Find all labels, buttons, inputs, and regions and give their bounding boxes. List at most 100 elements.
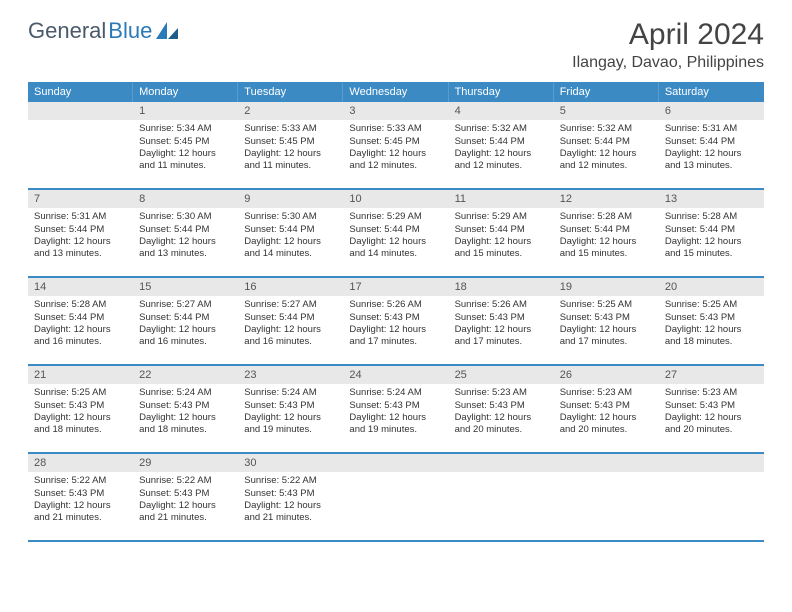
sunrise-text: Sunrise: 5:27 AM bbox=[244, 299, 337, 311]
day-body: Sunrise: 5:31 AMSunset: 5:44 PMDaylight:… bbox=[28, 208, 133, 264]
weekday-header: Wednesday bbox=[343, 82, 448, 102]
day-number: 13 bbox=[659, 190, 764, 208]
day-body: Sunrise: 5:29 AMSunset: 5:44 PMDaylight:… bbox=[449, 208, 554, 264]
sail-icon bbox=[156, 22, 178, 40]
day-number bbox=[449, 454, 554, 472]
sunrise-text: Sunrise: 5:29 AM bbox=[349, 211, 442, 223]
sunset-text: Sunset: 5:44 PM bbox=[34, 224, 127, 236]
daylight-text-1: Daylight: 12 hours bbox=[560, 236, 653, 248]
day-cell: 26Sunrise: 5:23 AMSunset: 5:43 PMDayligh… bbox=[554, 366, 659, 452]
day-number: 8 bbox=[133, 190, 238, 208]
day-body: Sunrise: 5:24 AMSunset: 5:43 PMDaylight:… bbox=[238, 384, 343, 440]
day-body: Sunrise: 5:27 AMSunset: 5:44 PMDaylight:… bbox=[133, 296, 238, 352]
week-row: 14Sunrise: 5:28 AMSunset: 5:44 PMDayligh… bbox=[28, 278, 764, 366]
daylight-text-2: and 20 minutes. bbox=[455, 424, 548, 436]
week-row: 1Sunrise: 5:34 AMSunset: 5:45 PMDaylight… bbox=[28, 102, 764, 190]
daylight-text-2: and 13 minutes. bbox=[665, 160, 758, 172]
daylight-text-1: Daylight: 12 hours bbox=[349, 412, 442, 424]
day-number bbox=[343, 454, 448, 472]
day-number: 7 bbox=[28, 190, 133, 208]
daylight-text-1: Daylight: 12 hours bbox=[139, 500, 232, 512]
day-cell: 9Sunrise: 5:30 AMSunset: 5:44 PMDaylight… bbox=[238, 190, 343, 276]
sunset-text: Sunset: 5:43 PM bbox=[560, 312, 653, 324]
day-number: 22 bbox=[133, 366, 238, 384]
sunset-text: Sunset: 5:43 PM bbox=[349, 400, 442, 412]
sunrise-text: Sunrise: 5:32 AM bbox=[560, 123, 653, 135]
day-cell: 18Sunrise: 5:26 AMSunset: 5:43 PMDayligh… bbox=[449, 278, 554, 364]
day-number bbox=[659, 454, 764, 472]
location-text: Ilangay, Davao, Philippines bbox=[572, 54, 764, 72]
day-cell: 23Sunrise: 5:24 AMSunset: 5:43 PMDayligh… bbox=[238, 366, 343, 452]
day-cell: 21Sunrise: 5:25 AMSunset: 5:43 PMDayligh… bbox=[28, 366, 133, 452]
day-body: Sunrise: 5:32 AMSunset: 5:44 PMDaylight:… bbox=[554, 120, 659, 176]
day-cell: 22Sunrise: 5:24 AMSunset: 5:43 PMDayligh… bbox=[133, 366, 238, 452]
day-number: 17 bbox=[343, 278, 448, 296]
daylight-text-2: and 16 minutes. bbox=[34, 336, 127, 348]
daylight-text-2: and 12 minutes. bbox=[349, 160, 442, 172]
daylight-text-2: and 13 minutes. bbox=[139, 248, 232, 260]
day-body: Sunrise: 5:32 AMSunset: 5:44 PMDaylight:… bbox=[449, 120, 554, 176]
day-cell: 3Sunrise: 5:33 AMSunset: 5:45 PMDaylight… bbox=[343, 102, 448, 188]
sunrise-text: Sunrise: 5:34 AM bbox=[139, 123, 232, 135]
day-body: Sunrise: 5:28 AMSunset: 5:44 PMDaylight:… bbox=[554, 208, 659, 264]
sunrise-text: Sunrise: 5:24 AM bbox=[349, 387, 442, 399]
daylight-text-2: and 21 minutes. bbox=[244, 512, 337, 524]
day-number: 15 bbox=[133, 278, 238, 296]
daylight-text-1: Daylight: 12 hours bbox=[455, 412, 548, 424]
daylight-text-1: Daylight: 12 hours bbox=[665, 236, 758, 248]
day-number: 1 bbox=[133, 102, 238, 120]
day-cell: 29Sunrise: 5:22 AMSunset: 5:43 PMDayligh… bbox=[133, 454, 238, 540]
day-body: Sunrise: 5:24 AMSunset: 5:43 PMDaylight:… bbox=[343, 384, 448, 440]
weekday-header: Tuesday bbox=[238, 82, 343, 102]
day-body: Sunrise: 5:23 AMSunset: 5:43 PMDaylight:… bbox=[554, 384, 659, 440]
daylight-text-1: Daylight: 12 hours bbox=[560, 148, 653, 160]
sunset-text: Sunset: 5:43 PM bbox=[34, 400, 127, 412]
sunset-text: Sunset: 5:43 PM bbox=[665, 312, 758, 324]
sunrise-text: Sunrise: 5:33 AM bbox=[244, 123, 337, 135]
sunset-text: Sunset: 5:44 PM bbox=[665, 224, 758, 236]
day-cell: 25Sunrise: 5:23 AMSunset: 5:43 PMDayligh… bbox=[449, 366, 554, 452]
sunrise-text: Sunrise: 5:23 AM bbox=[560, 387, 653, 399]
title-block: April 2024 Ilangay, Davao, Philippines bbox=[572, 18, 764, 72]
sunset-text: Sunset: 5:43 PM bbox=[139, 488, 232, 500]
day-cell: 2Sunrise: 5:33 AMSunset: 5:45 PMDaylight… bbox=[238, 102, 343, 188]
daylight-text-1: Daylight: 12 hours bbox=[139, 148, 232, 160]
daylight-text-2: and 15 minutes. bbox=[665, 248, 758, 260]
daylight-text-2: and 16 minutes. bbox=[244, 336, 337, 348]
daylight-text-2: and 11 minutes. bbox=[244, 160, 337, 172]
day-number bbox=[28, 102, 133, 120]
sunset-text: Sunset: 5:44 PM bbox=[244, 312, 337, 324]
day-body: Sunrise: 5:34 AMSunset: 5:45 PMDaylight:… bbox=[133, 120, 238, 176]
day-body: Sunrise: 5:22 AMSunset: 5:43 PMDaylight:… bbox=[133, 472, 238, 528]
daylight-text-1: Daylight: 12 hours bbox=[349, 236, 442, 248]
weekday-header: Thursday bbox=[449, 82, 554, 102]
weekday-header: Friday bbox=[554, 82, 659, 102]
daylight-text-1: Daylight: 12 hours bbox=[665, 148, 758, 160]
day-body: Sunrise: 5:30 AMSunset: 5:44 PMDaylight:… bbox=[238, 208, 343, 264]
sunrise-text: Sunrise: 5:22 AM bbox=[139, 475, 232, 487]
day-number: 25 bbox=[449, 366, 554, 384]
sunrise-text: Sunrise: 5:30 AM bbox=[244, 211, 337, 223]
sunrise-text: Sunrise: 5:29 AM bbox=[455, 211, 548, 223]
sunset-text: Sunset: 5:44 PM bbox=[560, 224, 653, 236]
sunrise-text: Sunrise: 5:26 AM bbox=[349, 299, 442, 311]
day-body: Sunrise: 5:27 AMSunset: 5:44 PMDaylight:… bbox=[238, 296, 343, 352]
day-cell: 30Sunrise: 5:22 AMSunset: 5:43 PMDayligh… bbox=[238, 454, 343, 540]
day-body: Sunrise: 5:31 AMSunset: 5:44 PMDaylight:… bbox=[659, 120, 764, 176]
day-cell bbox=[449, 454, 554, 540]
sunrise-text: Sunrise: 5:30 AM bbox=[139, 211, 232, 223]
day-cell: 28Sunrise: 5:22 AMSunset: 5:43 PMDayligh… bbox=[28, 454, 133, 540]
day-number: 6 bbox=[659, 102, 764, 120]
day-cell: 24Sunrise: 5:24 AMSunset: 5:43 PMDayligh… bbox=[343, 366, 448, 452]
day-number: 2 bbox=[238, 102, 343, 120]
daylight-text-2: and 18 minutes. bbox=[665, 336, 758, 348]
daylight-text-1: Daylight: 12 hours bbox=[349, 148, 442, 160]
sunrise-text: Sunrise: 5:33 AM bbox=[349, 123, 442, 135]
day-cell: 5Sunrise: 5:32 AMSunset: 5:44 PMDaylight… bbox=[554, 102, 659, 188]
day-number: 14 bbox=[28, 278, 133, 296]
daylight-text-1: Daylight: 12 hours bbox=[244, 324, 337, 336]
day-cell: 4Sunrise: 5:32 AMSunset: 5:44 PMDaylight… bbox=[449, 102, 554, 188]
sunset-text: Sunset: 5:44 PM bbox=[665, 136, 758, 148]
day-body: Sunrise: 5:33 AMSunset: 5:45 PMDaylight:… bbox=[343, 120, 448, 176]
sunrise-text: Sunrise: 5:24 AM bbox=[139, 387, 232, 399]
